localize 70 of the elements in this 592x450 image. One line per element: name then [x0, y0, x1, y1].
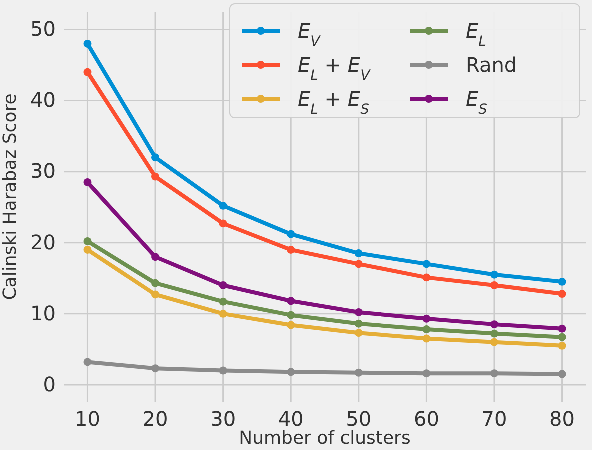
point — [287, 321, 296, 330]
x-tick-label: 50 — [346, 407, 372, 431]
point — [84, 178, 92, 186]
x-tick-label: 60 — [414, 407, 440, 431]
point — [287, 368, 296, 376]
point — [558, 324, 566, 333]
point — [354, 308, 363, 316]
point — [558, 290, 566, 298]
x-tick-label: 30 — [210, 407, 236, 431]
point — [219, 282, 228, 290]
point — [152, 253, 160, 262]
y-tick-label: 0 — [43, 372, 56, 396]
point — [84, 246, 92, 254]
point — [84, 40, 92, 48]
point — [219, 310, 228, 318]
point — [422, 260, 431, 268]
point — [219, 220, 228, 228]
point — [152, 290, 160, 299]
point — [422, 370, 431, 378]
y-tick-label: 30 — [30, 159, 56, 184]
point — [219, 366, 228, 375]
point — [84, 358, 92, 366]
legend-label: E$_{L}$ + E$_{V}$ — [298, 53, 372, 84]
point — [152, 279, 160, 288]
point — [152, 154, 160, 162]
point — [287, 230, 296, 238]
point — [219, 202, 228, 210]
legend-label: E$_{L}$ + E$_{S}$ — [298, 87, 370, 118]
point — [558, 342, 566, 350]
legend-label: E$_{L}$ — [466, 19, 486, 50]
point — [354, 329, 363, 338]
point — [354, 320, 363, 328]
point — [219, 298, 228, 306]
point — [152, 364, 160, 373]
y-tick-label: 10 — [30, 301, 56, 326]
point — [422, 314, 431, 323]
point — [287, 297, 296, 306]
point — [490, 320, 498, 329]
point — [490, 330, 498, 338]
legend-label: Rand — [466, 53, 518, 77]
point — [354, 250, 363, 258]
point — [422, 274, 431, 282]
point — [490, 370, 498, 378]
point — [84, 237, 92, 246]
point — [490, 338, 498, 346]
x-tick-label: 20 — [142, 407, 168, 431]
y-axis-title: Calinski Harabaz Score — [0, 94, 21, 300]
point — [354, 368, 363, 377]
point — [287, 246, 296, 254]
point — [422, 326, 431, 334]
x-tick-label: 10 — [75, 407, 100, 431]
y-tick-label: 50 — [30, 17, 56, 42]
point — [558, 370, 566, 378]
point — [558, 333, 566, 342]
x-tick-label: 80 — [550, 407, 575, 431]
point — [84, 68, 92, 76]
point — [354, 260, 363, 268]
point — [287, 311, 296, 320]
x-axis-title: Number of clusters — [239, 428, 411, 449]
x-tick-label: 40 — [278, 407, 304, 431]
y-tick-label: 40 — [30, 88, 56, 112]
point — [490, 270, 498, 279]
point — [422, 334, 431, 343]
x-tick-label: 70 — [482, 407, 508, 431]
legend-label: E$_{V}$ — [298, 19, 322, 50]
point — [152, 172, 160, 181]
point — [490, 282, 498, 290]
point — [558, 278, 566, 286]
y-tick-label: 20 — [30, 230, 56, 254]
legend-label: E$_{S}$ — [466, 87, 488, 118]
